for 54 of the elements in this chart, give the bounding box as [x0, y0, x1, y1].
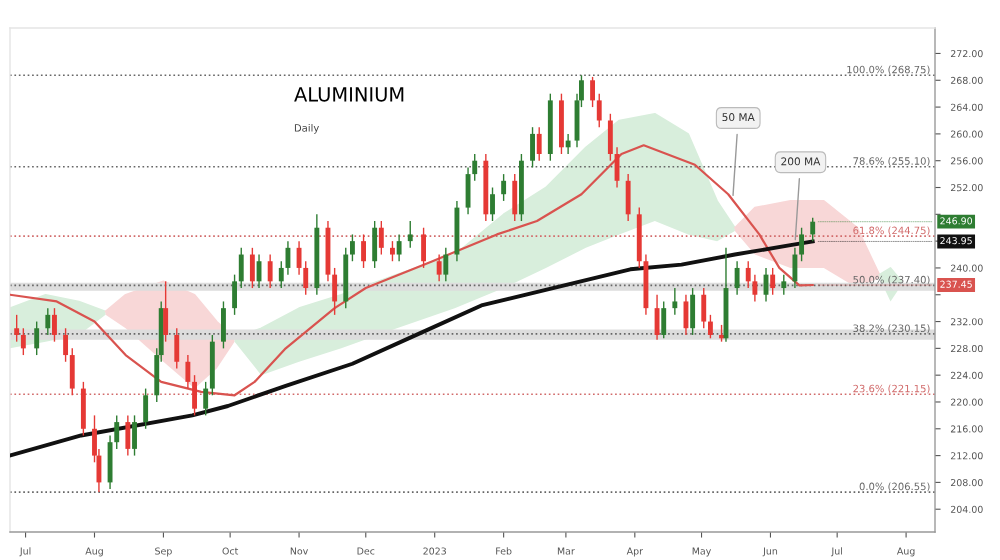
candlestick — [536, 126, 542, 162]
candlestick — [654, 294, 660, 341]
candlestick — [232, 273, 238, 316]
candlestick — [512, 173, 518, 222]
candlestick — [421, 227, 427, 269]
candlestick — [203, 381, 209, 417]
candlestick — [69, 347, 75, 396]
text: ALUMINIUM — [294, 87, 404, 102]
candlestick — [45, 307, 51, 336]
candlestick — [14, 314, 20, 343]
candlestick — [396, 233, 402, 262]
candlestick — [565, 133, 571, 155]
candlestick — [596, 92, 602, 128]
candlestick — [349, 233, 355, 262]
candlestick — [361, 233, 366, 269]
candlestick — [249, 247, 255, 289]
candlestick — [209, 334, 215, 396]
candlestick — [34, 320, 40, 356]
line-series — [10, 239, 815, 458]
candlestick — [559, 92, 564, 155]
candlestick — [143, 387, 149, 430]
candlestick — [501, 173, 507, 202]
candlestick — [810, 216, 816, 242]
candlestick — [407, 220, 413, 249]
candlestick — [625, 173, 631, 222]
candlestick — [530, 126, 535, 169]
candlestick — [372, 220, 378, 269]
candlestick — [701, 287, 707, 329]
candlestick — [238, 247, 244, 289]
candlestick — [378, 220, 384, 256]
candlestick — [267, 253, 273, 289]
candlestick — [20, 327, 26, 356]
candlestick — [707, 314, 713, 340]
candlestick — [661, 300, 667, 340]
candlestick — [125, 414, 131, 457]
candlestick — [781, 273, 787, 296]
candlestick — [590, 76, 596, 108]
candlestick — [221, 300, 226, 350]
candlestick — [390, 240, 395, 262]
candlestick — [80, 381, 86, 437]
candlestick — [436, 253, 442, 283]
candlestick — [690, 287, 696, 336]
candlestick — [63, 327, 69, 363]
candlestick — [490, 186, 495, 222]
candlestick — [734, 260, 740, 296]
candlestick — [770, 267, 776, 296]
candlestick — [454, 200, 460, 262]
candlestick — [174, 327, 180, 370]
candlestick — [443, 247, 449, 283]
candlestick — [672, 287, 678, 316]
candlestick — [163, 280, 169, 343]
candlestick — [343, 247, 349, 309]
candlestick — [132, 414, 137, 457]
candlestick — [52, 307, 57, 343]
